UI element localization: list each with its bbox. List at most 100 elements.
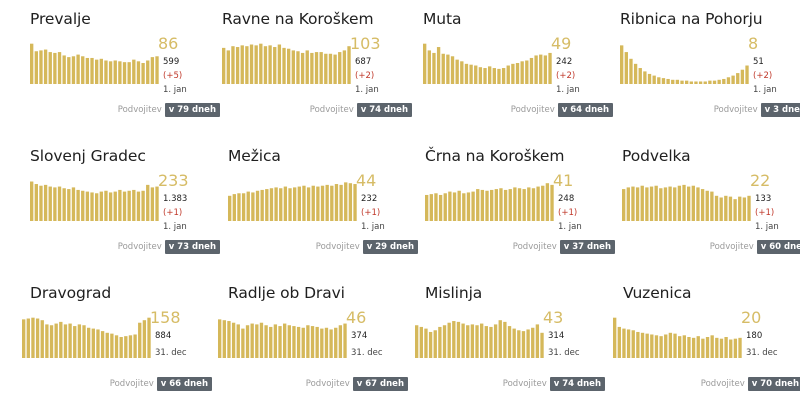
chart-bar	[297, 186, 301, 221]
chart-bar	[441, 53, 445, 84]
chart-bar	[263, 46, 268, 84]
chart-bar	[300, 52, 305, 84]
chart-bar	[104, 190, 108, 221]
chart-bar	[287, 325, 291, 358]
chart-bar	[31, 317, 35, 358]
chart-bar	[334, 327, 338, 358]
doubling-info: Podvojitev v 60 dneh	[710, 240, 800, 254]
total-cases: 232	[361, 194, 378, 204]
chart-bar	[324, 53, 328, 84]
chart-bar	[515, 63, 520, 84]
chart-bar	[222, 47, 226, 84]
chart-bar	[146, 60, 150, 84]
chart-bar	[301, 327, 305, 358]
chart-bar	[218, 319, 222, 358]
chart-bar	[740, 69, 745, 84]
chart-bar	[249, 44, 254, 84]
chart-bar	[548, 52, 552, 84]
chart-bar	[122, 191, 127, 221]
chart-bar	[57, 52, 62, 84]
chart-bar	[708, 80, 712, 84]
chart-bar	[438, 326, 442, 358]
chart-bar	[657, 77, 661, 84]
active-cases: 43	[543, 308, 564, 327]
chart-bar	[738, 337, 742, 358]
chart-bar	[466, 325, 470, 358]
delta-cases: (+1)	[755, 208, 775, 218]
municipality-name: Ribnica na Pohorju	[620, 10, 763, 28]
chart-bar	[273, 324, 278, 358]
chart-bar	[316, 186, 320, 221]
chart-bar	[99, 58, 103, 84]
chart-bar	[310, 326, 315, 358]
chart-bar	[310, 52, 314, 84]
chart-bar	[132, 189, 136, 221]
chart-bar	[717, 79, 721, 84]
chart-bar	[447, 322, 451, 358]
doubling-label: Podvojitev	[700, 379, 745, 389]
chart-bar	[67, 57, 71, 84]
case-bar-chart	[613, 317, 742, 358]
municipality-name: Mislinja	[425, 284, 483, 302]
chart-bar	[673, 187, 677, 221]
chart-bar	[694, 81, 698, 84]
chart-bar	[320, 328, 324, 358]
chart-bar	[222, 320, 226, 358]
chart-bar	[701, 338, 705, 358]
chart-bar	[436, 47, 441, 84]
chart-bar	[259, 43, 263, 84]
chart-bar	[231, 322, 236, 358]
chart-bar	[522, 189, 526, 221]
chart-bar	[90, 57, 94, 84]
chart-bar	[283, 186, 288, 221]
chart-bar	[480, 189, 485, 221]
chart-bar	[424, 328, 428, 358]
chart-bar	[661, 78, 666, 84]
doubling-label: Podvojitev	[315, 242, 360, 252]
chart-bar	[231, 46, 235, 84]
delta-cases: (+2)	[355, 71, 375, 81]
chart-bar	[122, 62, 127, 84]
card-ravne-na-koroskem: Ravne na Koroškem 103 687 (+2) 1. jan Po…	[222, 10, 412, 138]
chart-bar	[484, 326, 488, 358]
chart-bar	[731, 75, 735, 84]
case-bar-chart	[425, 183, 554, 221]
chart-bar	[279, 188, 283, 221]
chart-bar	[26, 318, 30, 358]
chart-bar	[71, 187, 76, 221]
chart-bar	[442, 325, 447, 358]
card-radlje-ob-dravi: Radlje ob Dravi 46 374 31. dec Podvojite…	[218, 284, 408, 412]
chart-bar	[633, 63, 638, 84]
chart-bar	[141, 190, 145, 221]
chart-bar	[53, 187, 57, 221]
doubling-info: Podvojitev v 37 dneh	[513, 240, 615, 254]
last-update-date: 1. jan	[355, 85, 379, 95]
municipality-name: Ravne na Koroškem	[222, 10, 374, 28]
case-bar-chart	[222, 43, 351, 84]
last-update-date: 31. dec	[351, 348, 383, 358]
delta-cases: (+1)	[361, 208, 381, 218]
chart-bar	[260, 189, 264, 221]
doubling-badge: v 60 dneh	[756, 240, 800, 254]
chart-bar	[645, 187, 649, 221]
chart-bar	[40, 320, 44, 358]
chart-bar	[76, 54, 80, 84]
chart-bar	[73, 326, 77, 358]
chart-bar	[124, 336, 128, 358]
delta-cases: (+1)	[163, 208, 183, 218]
chart-bar	[501, 68, 506, 84]
total-cases: 242	[556, 57, 573, 67]
chart-bar	[330, 185, 334, 221]
chart-bar	[353, 184, 357, 221]
chart-bar	[466, 192, 471, 221]
case-bar-chart	[620, 45, 749, 84]
chart-bar	[63, 324, 68, 358]
doubling-badge: v 29 dneh	[362, 240, 418, 254]
chart-bar	[733, 199, 737, 221]
card-crna-na-koroskem: Črna na Koroškem 41 248 (+1) 1. jan Podv…	[425, 147, 615, 275]
active-cases: 158	[150, 308, 181, 327]
active-cases: 233	[158, 171, 189, 190]
chart-bar	[480, 323, 484, 358]
last-update-date: 31. dec	[746, 348, 778, 358]
chart-bar	[691, 337, 696, 358]
